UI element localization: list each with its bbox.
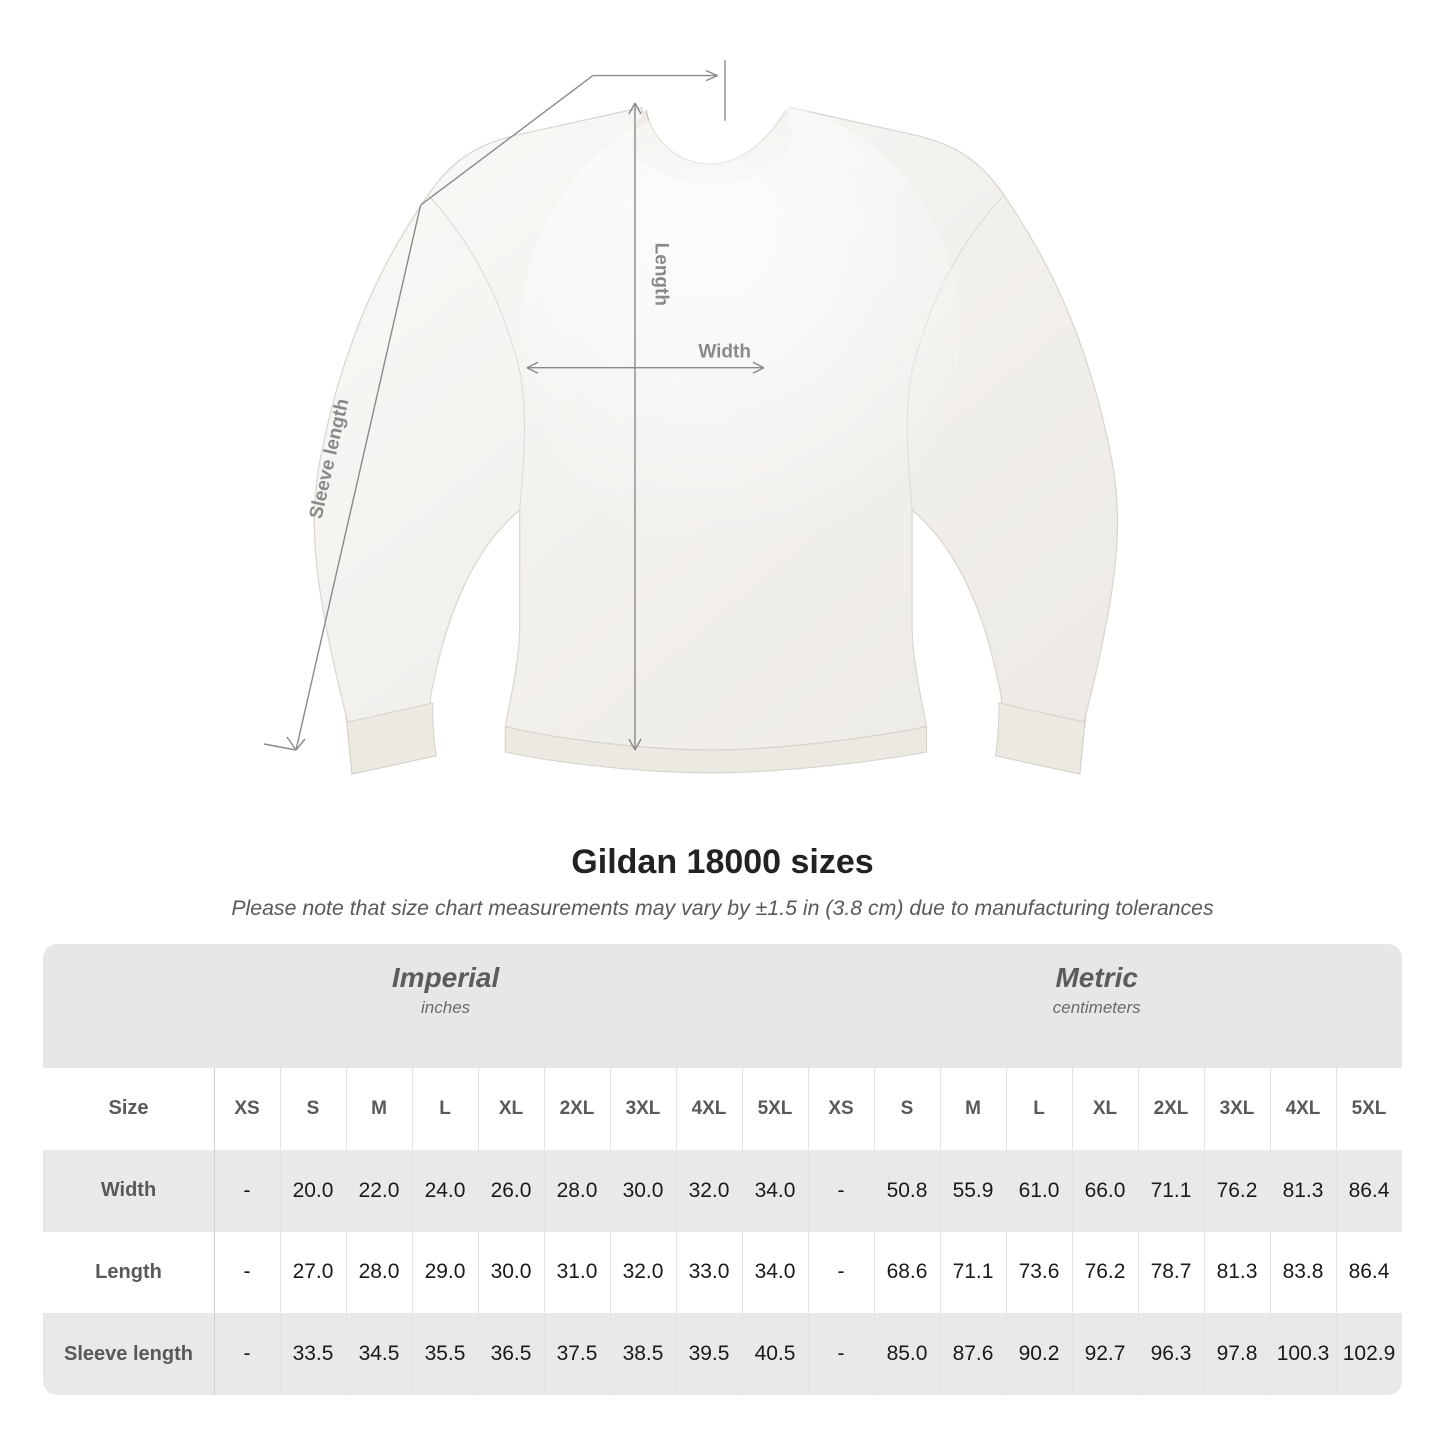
svg-text:Width: Width (698, 342, 751, 363)
svg-text:Length: Length (651, 243, 672, 306)
